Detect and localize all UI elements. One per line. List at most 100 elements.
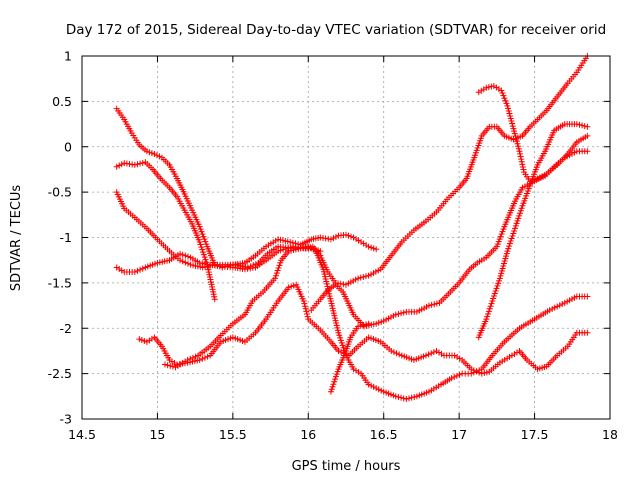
- data-point-marker: [485, 84, 492, 91]
- data-point-marker: [519, 163, 526, 170]
- data-point-marker: [345, 232, 352, 239]
- data-point-marker: [493, 285, 500, 292]
- data-point-marker: [501, 95, 508, 102]
- data-point-marker: [504, 248, 511, 255]
- data-point-marker: [496, 277, 503, 284]
- data-point-marker: [488, 83, 495, 90]
- data-point-marker: [189, 354, 196, 361]
- data-point-marker: [335, 329, 342, 336]
- data-point-marker: [330, 381, 337, 388]
- data-point-marker: [277, 259, 284, 266]
- data-point-marker: [498, 87, 505, 94]
- data-point-marker: [403, 396, 410, 403]
- data-point-marker: [116, 162, 123, 169]
- data-point-marker: [370, 245, 377, 252]
- data-point-marker: [476, 369, 483, 376]
- data-point-marker: [302, 305, 309, 312]
- data-point-marker: [182, 259, 189, 266]
- data-point-marker: [510, 230, 517, 237]
- data-point-marker: [514, 217, 521, 224]
- data-point-marker: [483, 84, 490, 91]
- data-point-marker: [327, 236, 334, 243]
- data-point-marker: [392, 311, 399, 318]
- data-point-marker: [425, 302, 432, 309]
- data-point-marker: [495, 280, 502, 287]
- data-point-marker: [368, 244, 375, 251]
- data-point-marker: [276, 262, 283, 269]
- data-point-marker: [500, 92, 507, 99]
- data-point-marker: [428, 301, 435, 308]
- data-point-marker: [348, 233, 355, 240]
- data-point-marker: [287, 239, 294, 246]
- data-point-marker: [327, 388, 334, 395]
- data-point-marker: [337, 337, 344, 344]
- data-point-marker: [336, 332, 343, 339]
- data-point-marker: [274, 267, 281, 274]
- data-point-marker: [511, 225, 518, 232]
- data-point-marker: [331, 378, 338, 385]
- data-point-marker: [332, 376, 339, 383]
- data-point-marker: [584, 132, 591, 139]
- data-point-marker: [277, 247, 284, 254]
- data-point-marker: [485, 310, 492, 317]
- data-point-marker: [581, 123, 588, 130]
- data-point-marker: [517, 150, 524, 157]
- data-point-marker: [340, 344, 347, 351]
- data-point-marker: [514, 140, 521, 147]
- data-point-marker: [304, 313, 311, 320]
- data-point-marker: [473, 368, 480, 375]
- data-point-marker: [518, 205, 525, 212]
- x-tick-labels: 14.5 15 15.5 16 16.5 17 17.5 18: [68, 427, 618, 442]
- data-point-marker: [576, 121, 583, 128]
- data-point-marker: [484, 313, 491, 320]
- data-point-marker: [396, 351, 403, 358]
- series-arc-8: [327, 320, 372, 395]
- y-tick-labels: 1 0.5 0 -0.5 -1 -1.5 -2 -2.5 -3: [48, 49, 72, 427]
- data-point-marker: [368, 382, 375, 389]
- data-point-marker: [136, 336, 143, 343]
- data-point-marker: [491, 292, 498, 299]
- data-point-marker: [156, 153, 163, 160]
- data-point-marker: [360, 322, 367, 329]
- data-point-marker: [478, 370, 485, 377]
- data-point-marker: [559, 301, 566, 308]
- data-point-marker: [556, 302, 563, 309]
- data-point-marker: [139, 265, 146, 272]
- data-point-marker: [141, 337, 148, 344]
- data-point-marker: [280, 246, 287, 253]
- data-point-marker: [290, 282, 297, 289]
- data-point-marker: [272, 272, 279, 279]
- data-point-marker: [430, 349, 437, 356]
- data-point-marker: [337, 334, 344, 341]
- data-point-marker: [179, 258, 186, 265]
- data-point-marker: [485, 308, 492, 315]
- data-point-marker: [338, 339, 345, 346]
- data-point-marker: [131, 161, 138, 168]
- data-point-marker: [288, 283, 295, 290]
- data-point-marker: [375, 319, 382, 326]
- data-point-marker: [509, 120, 516, 127]
- data-point-marker: [169, 363, 176, 370]
- data-point-marker: [134, 161, 141, 168]
- data-point-marker: [167, 362, 174, 369]
- data-point-marker: [360, 273, 367, 280]
- data-point-marker: [357, 274, 364, 281]
- data-point-marker: [486, 305, 493, 312]
- data-point-marker: [515, 145, 522, 152]
- data-point-marker: [502, 97, 509, 104]
- data-point-marker: [328, 386, 335, 393]
- data-point-marker: [357, 322, 364, 329]
- y-tick-label: 0.5: [52, 94, 72, 109]
- data-point-marker: [339, 342, 346, 349]
- data-point-marker: [177, 250, 184, 257]
- data-point-marker: [411, 393, 418, 400]
- data-point-marker: [505, 107, 512, 114]
- data-point-marker: [204, 353, 211, 360]
- data-point-marker: [196, 357, 203, 364]
- data-point-marker: [400, 309, 407, 316]
- data-point-marker: [365, 381, 372, 388]
- chart-title: Day 172 of 2015, Sidereal Day-to-day VTE…: [66, 22, 606, 38]
- data-point-marker: [151, 151, 158, 158]
- data-point-marker: [433, 300, 440, 307]
- data-point-marker: [395, 393, 402, 400]
